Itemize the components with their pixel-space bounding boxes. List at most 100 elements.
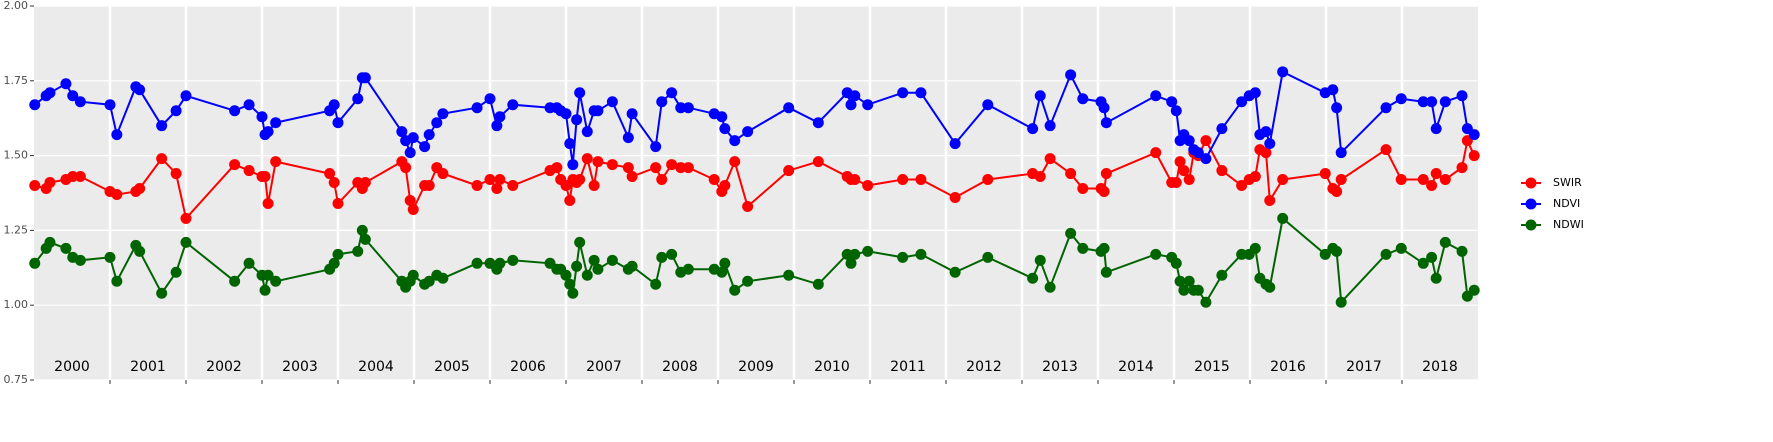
data-point <box>1098 242 1110 254</box>
data-point <box>507 180 519 192</box>
data-point <box>423 129 435 141</box>
data-point <box>606 254 618 266</box>
data-point <box>494 111 506 123</box>
year-label: 2008 <box>662 359 698 375</box>
data-point <box>1264 138 1276 150</box>
data-point <box>841 248 853 260</box>
data-point <box>170 266 182 278</box>
data-point <box>1426 96 1438 108</box>
data-point <box>324 168 336 180</box>
data-point <box>849 248 861 260</box>
data-point <box>332 197 344 209</box>
data-point <box>396 126 408 138</box>
data-point <box>359 72 371 84</box>
data-point <box>1170 177 1182 189</box>
data-point <box>1174 275 1186 287</box>
data-point <box>1468 129 1480 141</box>
data-point <box>1335 147 1347 159</box>
data-point <box>328 99 340 111</box>
year-label: 2014 <box>1118 359 1154 375</box>
legend-key <box>1525 219 1537 231</box>
data-point <box>243 165 255 177</box>
data-point <box>1456 90 1468 102</box>
data-point <box>1331 186 1343 198</box>
year-label: 2000 <box>54 359 90 375</box>
year-label: 2018 <box>1422 359 1458 375</box>
data-point <box>716 111 728 123</box>
data-point <box>170 168 182 180</box>
data-point <box>1077 242 1089 254</box>
data-point <box>1380 102 1392 114</box>
data-point <box>1178 284 1190 296</box>
panel-background <box>34 6 1478 380</box>
data-point <box>682 263 694 275</box>
data-point <box>666 159 678 171</box>
data-point <box>332 117 344 129</box>
data-point <box>44 87 56 99</box>
data-point <box>982 251 994 263</box>
data-point <box>1098 102 1110 114</box>
year-label: 2006 <box>510 359 546 375</box>
data-point <box>111 129 123 141</box>
data-point <box>581 126 593 138</box>
data-point <box>491 120 503 132</box>
data-point <box>897 87 909 99</box>
data-point <box>1331 245 1343 257</box>
data-point <box>270 275 282 287</box>
data-point <box>560 269 572 281</box>
data-point <box>897 174 909 186</box>
data-point <box>484 174 496 186</box>
data-point <box>437 168 449 180</box>
data-point <box>1380 248 1392 260</box>
data-point <box>437 108 449 120</box>
data-point <box>626 108 638 120</box>
data-point <box>716 266 728 278</box>
data-point <box>1216 269 1228 281</box>
series-points <box>29 66 1480 308</box>
y-tick-label: 0.75 <box>4 373 29 386</box>
data-point <box>1178 165 1190 177</box>
data-point <box>1277 212 1289 224</box>
data-point <box>1044 281 1056 293</box>
year-label: 2017 <box>1346 359 1382 375</box>
data-point <box>1395 242 1407 254</box>
data-point <box>1426 251 1438 263</box>
data-point <box>581 153 593 165</box>
data-point <box>862 180 874 192</box>
data-point <box>675 162 687 174</box>
data-point <box>1426 180 1438 192</box>
data-point <box>783 269 795 281</box>
data-point <box>1430 272 1442 284</box>
data-point <box>1249 242 1261 254</box>
data-point <box>915 174 927 186</box>
data-point <box>404 147 416 159</box>
legend-label: SWIR <box>1553 176 1582 189</box>
data-point <box>1065 69 1077 81</box>
data-point <box>229 159 241 171</box>
data-point <box>352 245 364 257</box>
data-point <box>650 162 662 174</box>
data-point <box>423 275 435 287</box>
data-point <box>1264 281 1276 293</box>
data-point <box>1260 147 1272 159</box>
data-point <box>675 102 687 114</box>
data-point <box>328 177 340 189</box>
data-point <box>551 162 563 174</box>
legend-key <box>1525 198 1537 210</box>
data-point <box>60 78 72 90</box>
data-point <box>1380 144 1392 156</box>
data-point <box>1192 284 1204 296</box>
data-point <box>1417 96 1429 108</box>
data-point <box>1192 147 1204 159</box>
data-point <box>1249 87 1261 99</box>
data-point <box>656 174 668 186</box>
data-point <box>1034 171 1046 183</box>
data-point <box>729 284 741 296</box>
data-point <box>1430 168 1442 180</box>
data-point <box>1264 194 1276 206</box>
data-point <box>564 138 576 150</box>
data-point <box>134 84 146 96</box>
year-label: 2002 <box>206 359 242 375</box>
data-point <box>897 251 909 263</box>
data-point <box>111 188 123 200</box>
